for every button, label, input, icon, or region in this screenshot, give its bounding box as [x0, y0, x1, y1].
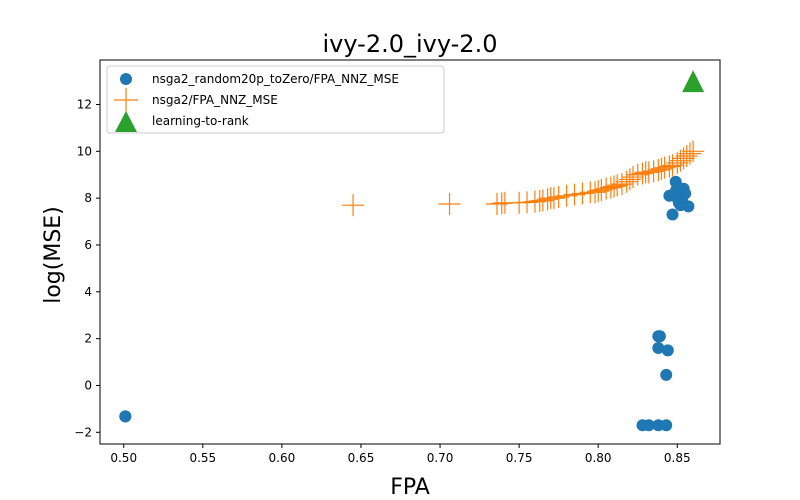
- y-axis: −2 0 2 4 6 8 10 12: [74, 97, 100, 439]
- x-tick-label: 0.50: [110, 451, 137, 465]
- y-tick-label: 6: [84, 238, 92, 252]
- point-nsga2: [438, 193, 461, 215]
- point-nsga2: [584, 181, 607, 204]
- legend: nsga2_random20p_toZero/FPA_NNZ_MSE nsga2…: [106, 65, 445, 134]
- point-nsga2: [599, 176, 622, 199]
- point-random20p: [652, 342, 665, 354]
- point-nsga2: [542, 187, 565, 210]
- point-random20p: [666, 208, 679, 221]
- y-tick-label: 2: [84, 332, 92, 346]
- y-tick-label: 0: [84, 378, 92, 392]
- point-nsga2: [678, 142, 701, 165]
- x-tick-label: 0.70: [427, 451, 454, 465]
- y-tick-label: 8: [84, 191, 92, 205]
- legend-triangle-marker: [115, 111, 137, 132]
- point-nsga2: [631, 162, 654, 185]
- point-random20p: [682, 200, 695, 213]
- x-tick-label: 0.55: [189, 451, 216, 465]
- x-tick-label: 0.75: [506, 451, 533, 465]
- chart-title: ivy-2.0_ivy-2.0: [323, 30, 498, 58]
- x-tick-label: 0.65: [348, 451, 375, 465]
- point-nsga2: [615, 170, 638, 193]
- point-nsga2: [675, 145, 698, 167]
- y-tick-label: 12: [77, 97, 92, 111]
- point-random20p: [660, 419, 673, 432]
- x-tick-label: 0.80: [585, 451, 612, 465]
- point-random20p: [642, 419, 655, 432]
- point-random20p: [653, 330, 666, 343]
- y-tick-label: 10: [77, 144, 92, 158]
- point-nsga2: [590, 178, 613, 201]
- y-tick-label: −2: [74, 425, 92, 439]
- plot-frame: [99, 59, 721, 445]
- x-tick-label: 0.85: [664, 451, 691, 465]
- point-random20p: [660, 368, 673, 381]
- point-nsga2: [606, 174, 629, 197]
- plot-area: [99, 59, 721, 445]
- y-axis-label: log(MSE): [41, 206, 66, 304]
- point-nsga2: [647, 159, 670, 182]
- legend-box: [106, 65, 445, 134]
- x-axis: 0.50 0.55 0.60 0.65 0.70 0.75 0.80 0.85: [110, 444, 691, 465]
- point-random20p: [119, 410, 132, 423]
- x-tick-label: 0.60: [269, 451, 296, 465]
- legend-plus-marker: [114, 88, 138, 112]
- x-axis-label: FPA: [390, 475, 430, 500]
- legend-label-random20p: nsga2_random20p_toZero/FPA_NNZ_MSE: [152, 72, 399, 86]
- legend-label-nsga2: nsga2/FPA_NNZ_MSE: [152, 93, 278, 107]
- point-nsga2: [536, 188, 559, 211]
- data-marks: [119, 70, 705, 432]
- legend-label-ltr: learning-to-rank: [152, 114, 249, 128]
- point-nsga2: [342, 194, 365, 217]
- point-random20p: [677, 182, 690, 195]
- y-tick-label: 4: [84, 285, 92, 299]
- point-nsga2: [622, 166, 645, 189]
- point-learning-to-rank: [682, 70, 705, 93]
- legend-circle-marker: [120, 73, 132, 85]
- point-random20p: [671, 192, 684, 205]
- point-nsga2: [682, 140, 705, 163]
- point-nsga2: [637, 161, 660, 184]
- point-random20p: [661, 344, 674, 357]
